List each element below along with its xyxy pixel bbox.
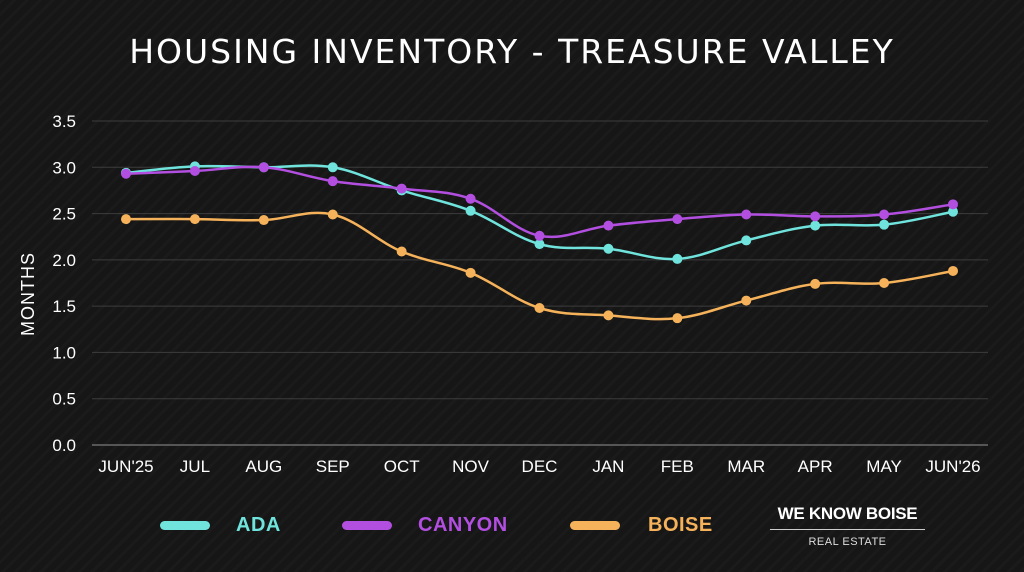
- y-tick-label: 2.5: [52, 205, 76, 224]
- brand-tagline: REAL ESTATE: [808, 536, 887, 548]
- legend-swatch-canyon: [342, 521, 392, 530]
- legend-label-boise: BOISE: [648, 514, 713, 536]
- data-point-canyon: [189, 165, 200, 176]
- y-tick-label: 1.5: [52, 297, 76, 316]
- data-point-boise: [465, 267, 476, 278]
- data-point-boise: [396, 246, 407, 257]
- data-point-ada: [603, 243, 614, 254]
- data-point-ada: [879, 219, 890, 230]
- legend-swatch-boise: [570, 521, 620, 530]
- y-tick-label: 0.5: [52, 390, 76, 409]
- data-point-boise: [258, 215, 269, 226]
- data-point-boise: [810, 278, 821, 289]
- data-point-ada: [327, 162, 338, 173]
- data-point-canyon: [465, 193, 476, 204]
- brand-logo-name: WE KNOW BOISE: [777, 504, 918, 523]
- data-point-canyon: [672, 214, 683, 225]
- y-tick-label: 3.0: [52, 158, 76, 177]
- series-line-canyon: [125, 165, 954, 239]
- data-point-ada: [948, 206, 958, 217]
- series-canyon: [121, 162, 958, 241]
- data-point-canyon: [741, 209, 752, 220]
- data-point-ada: [672, 253, 683, 264]
- data-point-canyon: [327, 176, 338, 187]
- data-point-ada: [534, 239, 545, 250]
- x-tick-label: JUL: [180, 457, 210, 476]
- x-tick-label: AUG: [245, 457, 282, 476]
- data-point-canyon: [810, 211, 821, 222]
- data-point-boise: [534, 302, 545, 313]
- data-point-boise: [741, 295, 752, 306]
- y-axis-label: MONTHS: [18, 252, 38, 336]
- data-point-ada: [465, 205, 476, 216]
- data-point-canyon: [396, 183, 407, 194]
- data-point-ada: [810, 220, 821, 231]
- y-tick-label: 1.0: [52, 343, 76, 362]
- data-point-canyon: [603, 220, 614, 231]
- series-boise: [121, 209, 958, 324]
- data-point-canyon: [258, 162, 269, 173]
- y-tick-label: 2.0: [52, 251, 76, 270]
- x-tick-label: MAR: [727, 457, 765, 476]
- data-point-boise: [879, 278, 890, 288]
- data-point-ada: [741, 235, 752, 246]
- x-tick-label: JUN'25: [98, 457, 153, 476]
- data-point-canyon: [534, 230, 545, 241]
- y-tick-label: 3.5: [52, 112, 76, 131]
- legend-label-canyon: CANYON: [418, 514, 508, 536]
- x-tick-label: APR: [798, 457, 833, 476]
- data-point-canyon: [879, 209, 890, 220]
- x-tick-label: JAN: [592, 457, 624, 476]
- data-point-boise: [189, 214, 200, 225]
- data-point-canyon: [121, 168, 131, 179]
- data-point-canyon: [948, 199, 958, 210]
- x-tick-label: OCT: [384, 457, 420, 476]
- x-tick-label: FEB: [661, 457, 694, 476]
- y-tick-label: 0.0: [52, 436, 76, 455]
- series-ada: [121, 161, 958, 264]
- data-point-boise: [948, 265, 958, 276]
- data-point-boise: [327, 209, 338, 220]
- x-tick-label: JUN'26: [925, 457, 980, 476]
- data-point-boise: [603, 310, 614, 321]
- x-tick-label: DEC: [522, 457, 558, 476]
- x-tick-label: NOV: [452, 457, 490, 476]
- data-point-boise: [121, 214, 131, 225]
- legend-swatch-ada: [160, 521, 210, 530]
- data-point-boise: [672, 313, 683, 324]
- chart-title: HOUSING INVENTORY - TREASURE VALLEY: [129, 32, 895, 71]
- x-tick-label: MAY: [866, 457, 902, 476]
- brand-divider: [770, 529, 925, 530]
- x-tick-label: SEP: [316, 457, 350, 476]
- legend-label-ada: ADA: [236, 514, 281, 536]
